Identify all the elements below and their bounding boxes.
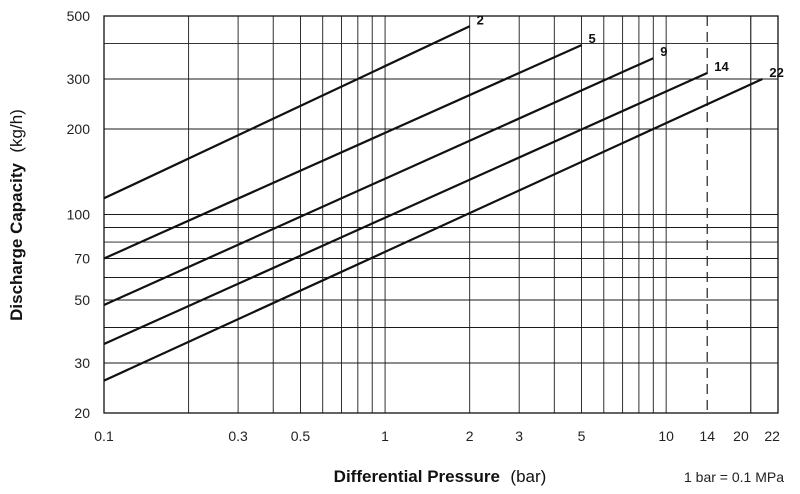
x-tick-label: 2: [466, 428, 474, 444]
series-label-2: 2: [477, 12, 484, 27]
x-tick-label: 20: [733, 428, 749, 444]
grid: [104, 16, 778, 413]
y-tick-label: 50: [74, 292, 90, 308]
plot-border: [103, 15, 779, 414]
y-axis-unit: (kg/h): [7, 109, 26, 152]
x-axis-label: Differential Pressure (bar): [334, 467, 547, 486]
series-line-9: [103, 57, 654, 307]
y-tick-label: 500: [67, 8, 91, 24]
series-line-14: [103, 71, 708, 346]
x-tick-label: 0.1: [94, 428, 114, 444]
unit-conversion-note: 1 bar = 0.1 MPa: [684, 469, 784, 485]
y-tick-labels: 20 30 50 70 100 200 300 500: [67, 8, 91, 421]
x-tick-label: 14: [699, 428, 715, 444]
series-label-14: 14: [714, 59, 729, 74]
y-tick-label: 30: [74, 355, 90, 371]
x-axis-title: Differential Pressure: [334, 467, 500, 486]
x-tick-label: 0.3: [228, 428, 248, 444]
series-line-2: [103, 25, 471, 200]
plot-frame: [103, 15, 779, 414]
series-line-5: [103, 44, 582, 260]
y-tick-label: 300: [67, 71, 91, 87]
y-tick-label: 200: [67, 121, 91, 137]
x-tick-label: 22: [764, 428, 780, 444]
x-tick-labels: 0.1 0.3 0.5 1 2 3 5 10 14 20 22: [94, 428, 780, 444]
x-tick-label: 3: [515, 428, 523, 444]
x-tick-label: 10: [658, 428, 674, 444]
series-label-22: 22: [769, 65, 783, 80]
y-axis-title: Discharge Capacity: [7, 163, 26, 321]
y-tick-label: 100: [67, 207, 91, 223]
y-tick-label: 70: [74, 250, 90, 266]
series-label-9: 9: [660, 44, 667, 59]
y-axis-label: Discharge Capacity (kg/h): [7, 109, 26, 321]
series-labels: 2 5 9 14 22: [477, 12, 784, 80]
series-lines: [103, 25, 763, 382]
x-tick-label: 1: [381, 428, 389, 444]
x-tick-label: 5: [578, 428, 586, 444]
x-axis-unit: (bar): [510, 467, 546, 486]
y-tick-label: 20: [74, 405, 90, 421]
series-line-22: [103, 77, 763, 382]
series-label-5: 5: [589, 31, 596, 46]
x-tick-label: 0.5: [291, 428, 311, 444]
